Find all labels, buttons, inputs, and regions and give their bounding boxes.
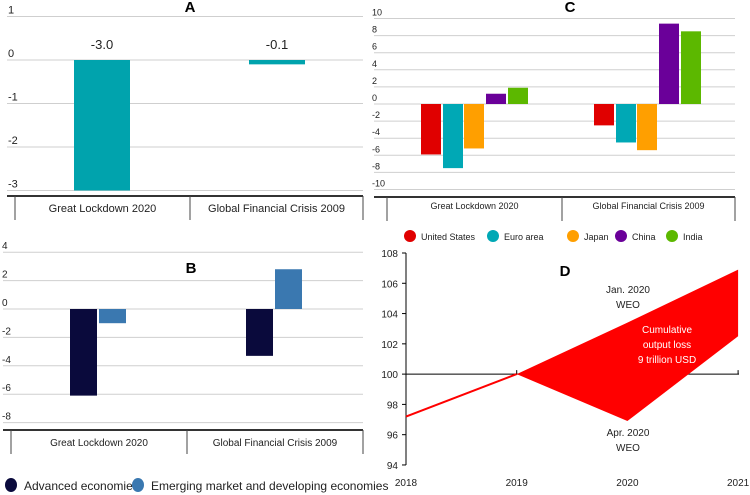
bar-A-world	[74, 60, 130, 191]
y-tick-label: -4	[2, 355, 11, 366]
x-tick-label: 2018	[395, 478, 418, 489]
y-tick-label: 102	[381, 340, 398, 351]
bar-B-advanced-economies	[70, 309, 97, 396]
legend-marker	[615, 230, 627, 242]
y-tick-label: 2	[2, 270, 8, 281]
y-tick-label: -8	[372, 161, 380, 171]
bar-C-china	[659, 23, 679, 105]
x-category-label: Great Lockdown 2020	[49, 203, 157, 215]
data-label: -3.0	[91, 37, 113, 52]
x-category-label: Global Financial Crisis 2009	[213, 438, 338, 449]
panel-title: A	[185, 0, 196, 16]
legend-marker	[404, 230, 416, 242]
x-tick-label: 2019	[506, 478, 529, 489]
y-tick-label: 0	[2, 298, 8, 309]
x-category-label: Great Lockdown 2020	[50, 438, 148, 449]
output-loss-annotation: 9 trillion USD	[638, 355, 696, 366]
legend-label: Japan	[584, 232, 609, 242]
panel-title: C	[565, 0, 576, 16]
bar-C-india	[508, 87, 528, 104]
bar-B-emerging-market-and-developing-economies	[275, 269, 302, 309]
apr-weo-label: Apr. 2020	[607, 428, 650, 439]
legend-marker	[567, 230, 579, 242]
y-tick-label: 6	[372, 42, 377, 52]
y-tick-label: 8	[372, 25, 377, 35]
x-category-label: Great Lockdown 2020	[430, 201, 518, 211]
apr-weo-label: WEO	[616, 443, 640, 454]
bar-C-japan	[637, 104, 657, 151]
y-tick-label: 0	[372, 93, 377, 103]
y-tick-label: -2	[2, 326, 11, 337]
bar-C-united-states	[594, 104, 614, 126]
history-line	[405, 373, 518, 418]
x-category-label: Global Financial Crisis 2009	[208, 203, 345, 215]
legend-label: Advanced economies	[24, 479, 139, 493]
bar-C-united-states	[421, 104, 441, 155]
y-tick-label: 0	[8, 48, 14, 60]
y-tick-label: 96	[387, 431, 399, 442]
bar-B-emerging-market-and-developing-economies	[99, 309, 126, 324]
y-tick-label: -2	[372, 110, 380, 120]
legend-label: Euro area	[504, 232, 544, 242]
y-tick-label: -3	[8, 179, 18, 191]
x-tick-label: 2021	[727, 478, 750, 489]
y-tick-label: 98	[387, 400, 399, 411]
y-tick-label: 94	[387, 461, 399, 472]
output-loss-annotation: output loss	[643, 340, 691, 351]
bar-C-india	[681, 31, 701, 105]
y-tick-label: 100	[381, 370, 398, 381]
output-loss-area	[516, 269, 739, 422]
jan-weo-label: Jan. 2020	[606, 285, 650, 296]
bar-A-world	[249, 60, 305, 65]
bar-C-china	[486, 93, 506, 104]
legend-marker	[132, 478, 144, 492]
panel-title: D	[560, 263, 571, 280]
y-tick-label: 4	[2, 241, 8, 252]
y-tick-label: 104	[381, 310, 398, 321]
legend-label: India	[683, 232, 703, 242]
y-tick-label: 106	[381, 279, 398, 290]
data-label: -0.1	[266, 37, 288, 52]
legend-marker	[5, 478, 17, 492]
legend-label: United States	[421, 232, 476, 242]
y-tick-label: -6	[372, 144, 380, 154]
x-tick-label: 2020	[616, 478, 639, 489]
panel-title: B	[186, 260, 197, 277]
y-tick-label: -6	[2, 383, 11, 394]
bar-C-euro-area	[443, 104, 463, 169]
x-category-label: Global Financial Crisis 2009	[592, 201, 704, 211]
jan-weo-label: WEO	[616, 300, 640, 311]
y-tick-label: -4	[372, 127, 380, 137]
bar-B-advanced-economies	[246, 309, 273, 356]
y-tick-label: -8	[2, 412, 11, 423]
output-loss-annotation: Cumulative	[642, 325, 692, 336]
y-tick-label: 1	[8, 5, 14, 17]
legend-label: Emerging market and developing economies	[151, 479, 388, 493]
y-tick-label: -1	[8, 92, 18, 104]
y-tick-label: 10	[372, 8, 382, 18]
y-tick-label: -2	[8, 135, 18, 147]
legend-label: China	[632, 232, 656, 242]
legend-marker	[487, 230, 499, 242]
y-tick-label: 2	[372, 76, 377, 86]
y-tick-label: 108	[381, 249, 398, 260]
bar-C-japan	[464, 104, 484, 149]
legend-marker	[666, 230, 678, 242]
y-tick-label: 4	[372, 59, 377, 69]
bar-C-euro-area	[616, 104, 636, 143]
y-tick-label: -10	[372, 179, 385, 189]
